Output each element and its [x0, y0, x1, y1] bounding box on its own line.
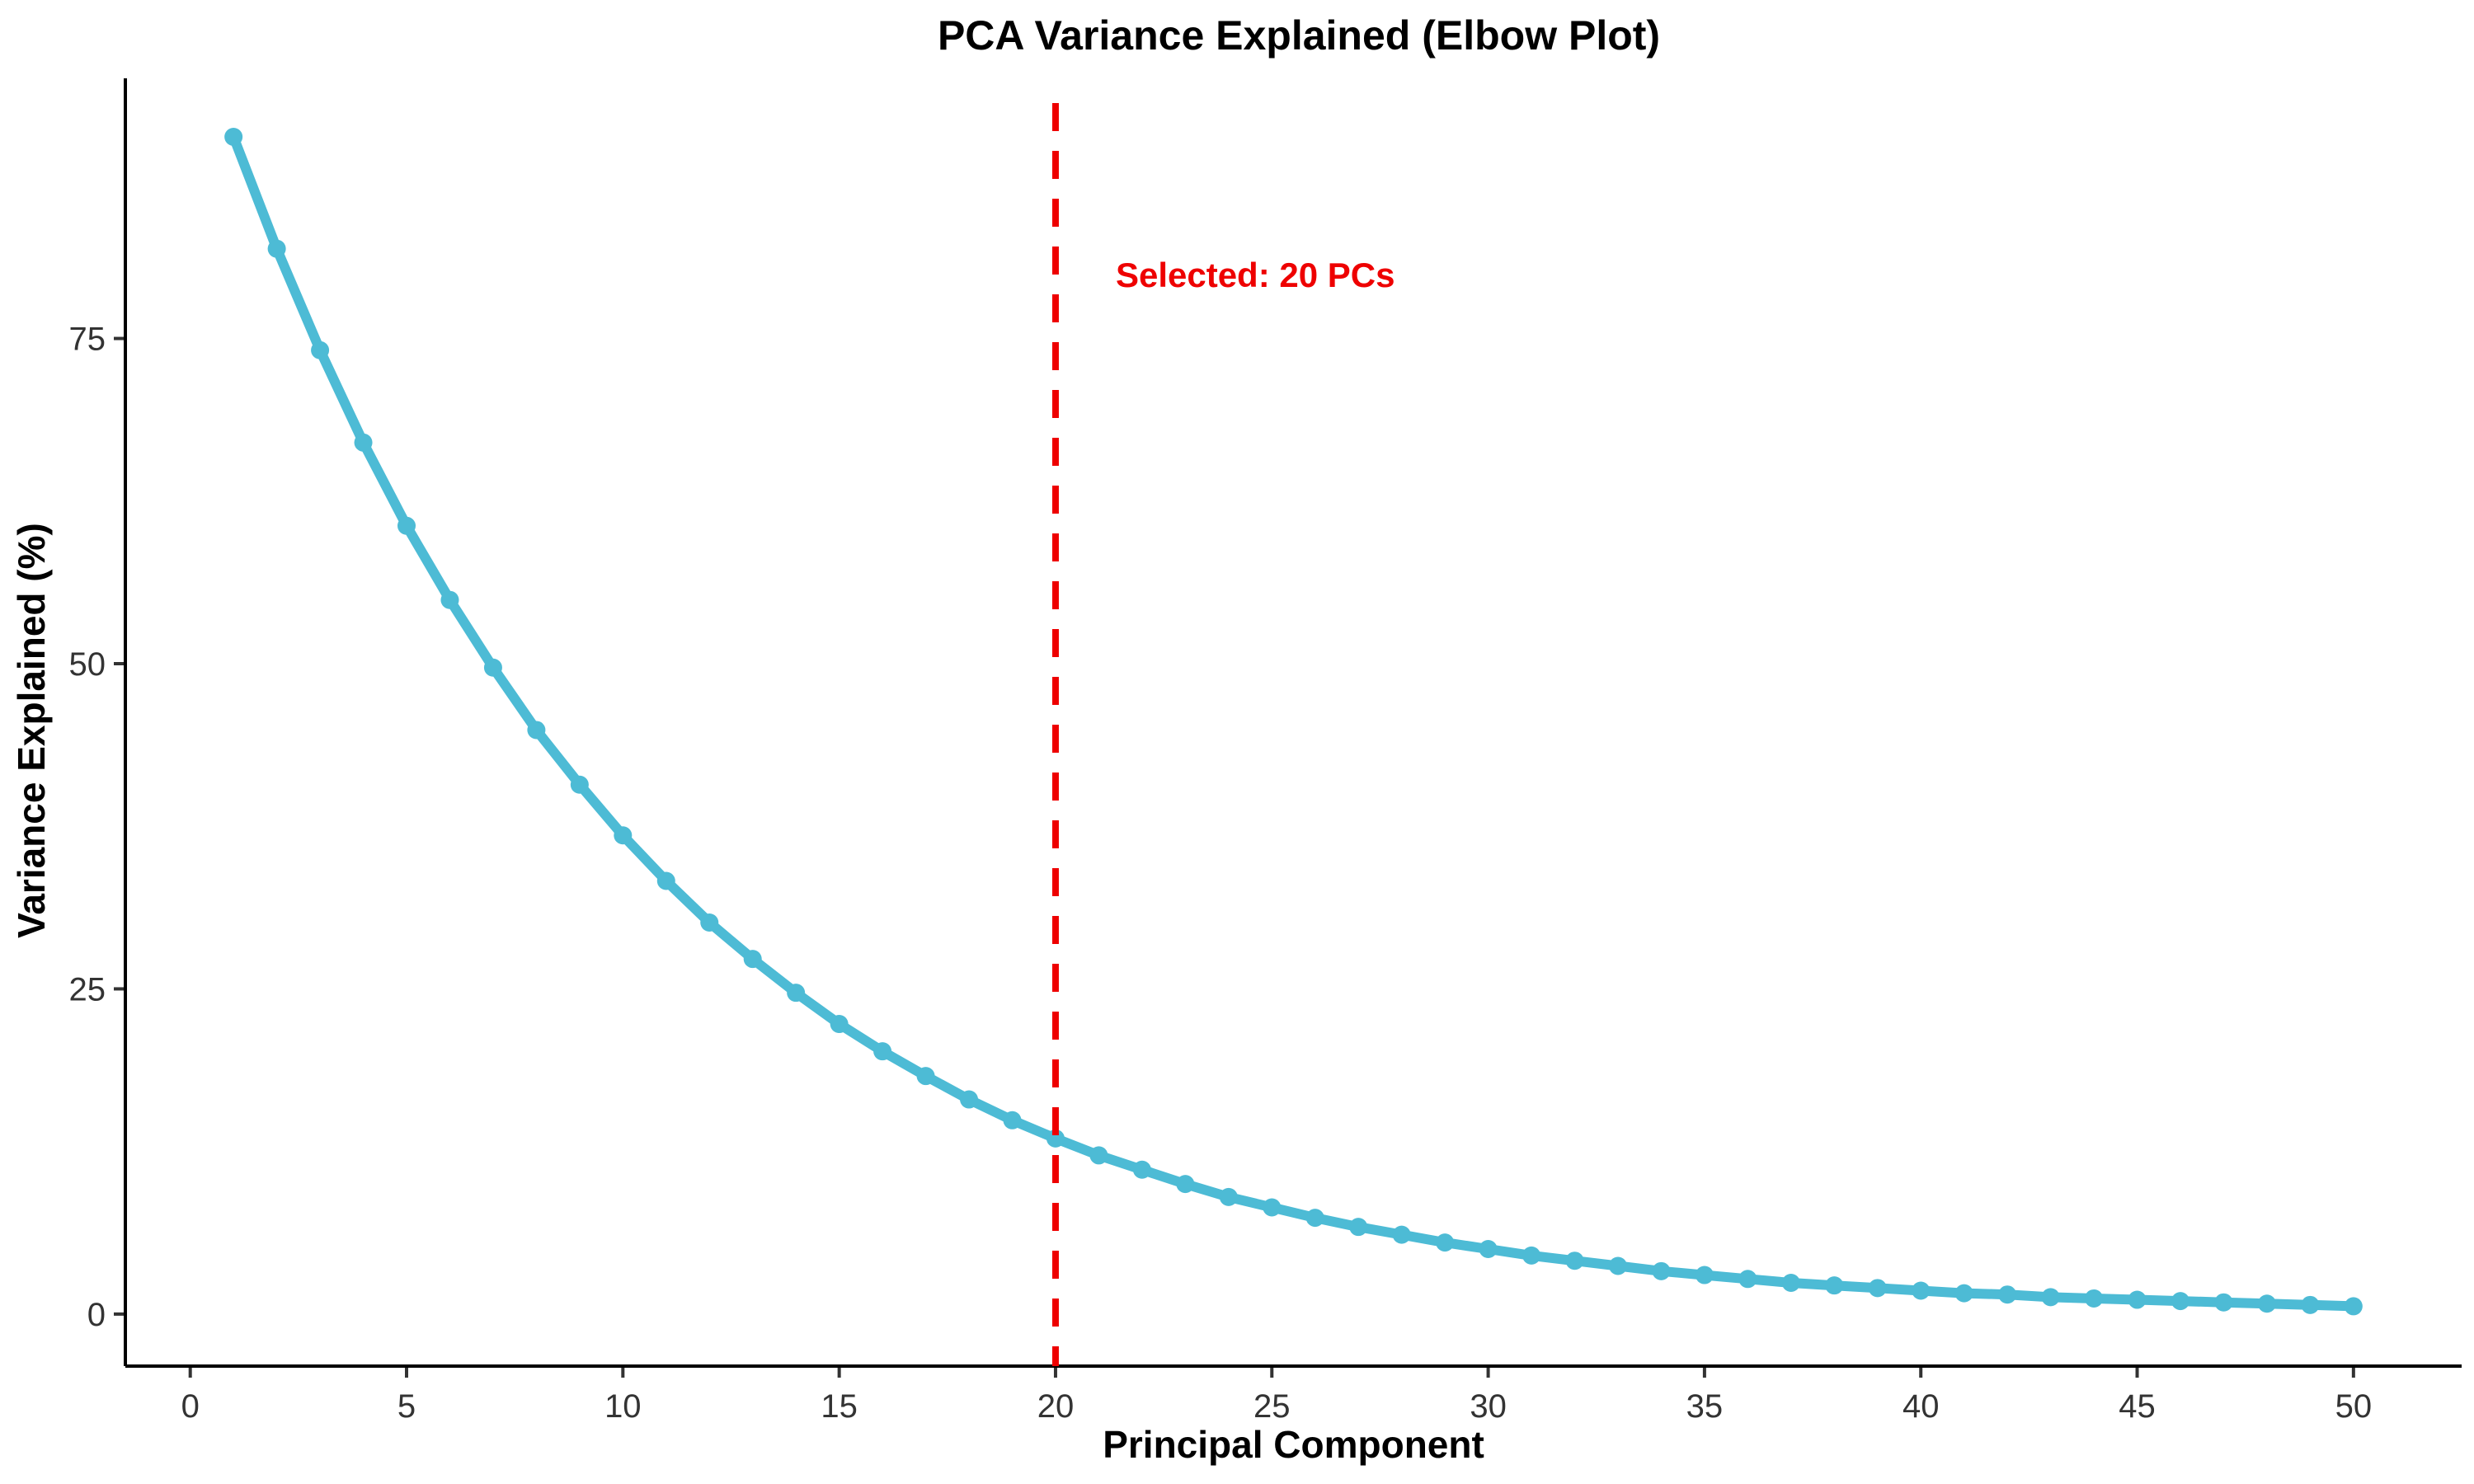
data-point-pc-42 — [1998, 1285, 2017, 1304]
data-point-pc-6 — [440, 590, 459, 609]
x-tick-label: 30 — [1470, 1388, 1507, 1425]
data-point-pc-29 — [1436, 1233, 1455, 1252]
x-tick-label: 5 — [397, 1388, 416, 1425]
data-point-pc-35 — [1695, 1266, 1714, 1284]
x-tick-label: 40 — [1903, 1388, 1940, 1425]
data-point-pc-50 — [2344, 1297, 2363, 1316]
y-axis-label: Variance Explained (%) — [10, 523, 53, 938]
data-point-pc-23 — [1176, 1175, 1195, 1194]
data-point-pc-43 — [2041, 1288, 2060, 1307]
variance-points — [224, 128, 2363, 1316]
y-tick-label: 0 — [87, 1297, 106, 1333]
data-point-pc-48 — [2257, 1294, 2276, 1313]
data-point-pc-14 — [787, 984, 806, 1003]
data-point-pc-28 — [1392, 1225, 1411, 1244]
data-point-pc-16 — [873, 1042, 892, 1061]
data-point-pc-12 — [700, 913, 719, 932]
x-tick-label: 15 — [821, 1388, 858, 1425]
data-point-pc-46 — [2171, 1292, 2189, 1311]
data-point-pc-11 — [656, 871, 675, 890]
x-tick-label: 10 — [604, 1388, 642, 1425]
data-point-pc-20 — [1046, 1129, 1065, 1148]
data-point-pc-24 — [1219, 1187, 1238, 1206]
data-point-pc-10 — [614, 826, 633, 845]
x-tick-label: 0 — [181, 1388, 200, 1425]
data-point-pc-44 — [2085, 1289, 2104, 1308]
data-point-pc-25 — [1263, 1198, 1282, 1217]
data-point-pc-22 — [1132, 1160, 1151, 1179]
x-tick-label: 35 — [1686, 1388, 1724, 1425]
x-tick-label: 50 — [2335, 1388, 2373, 1425]
y-tick-label: 50 — [69, 646, 106, 683]
data-point-pc-4 — [354, 433, 373, 452]
data-point-pc-2 — [267, 239, 286, 258]
y-tick-label: 75 — [69, 322, 106, 358]
y-axis-ticks: 0 25 50 75 — [69, 322, 125, 1333]
data-point-pc-40 — [1912, 1281, 1931, 1300]
data-point-pc-33 — [1608, 1256, 1627, 1275]
data-point-pc-37 — [1781, 1274, 1800, 1293]
data-point-pc-39 — [1868, 1279, 1887, 1298]
data-point-pc-1 — [224, 128, 243, 146]
selected-pc-annotation: Selected: 20 PCs — [1116, 256, 1395, 294]
data-point-pc-19 — [1003, 1111, 1022, 1129]
data-point-pc-45 — [2128, 1290, 2147, 1309]
x-tick-label: 45 — [2119, 1388, 2156, 1425]
data-point-pc-27 — [1349, 1218, 1368, 1237]
data-point-pc-7 — [483, 658, 502, 677]
y-tick-label: 25 — [69, 971, 106, 1007]
data-point-pc-5 — [397, 516, 416, 535]
data-point-pc-18 — [960, 1090, 979, 1109]
data-point-pc-21 — [1089, 1146, 1108, 1165]
data-point-pc-30 — [1479, 1240, 1498, 1258]
x-tick-label: 20 — [1037, 1388, 1075, 1425]
data-point-pc-38 — [1825, 1276, 1844, 1295]
data-point-pc-15 — [830, 1015, 849, 1034]
data-point-pc-31 — [1522, 1246, 1541, 1265]
data-point-pc-49 — [2301, 1295, 2320, 1314]
data-point-pc-47 — [2214, 1293, 2233, 1312]
data-point-pc-41 — [1954, 1284, 1973, 1303]
data-point-pc-36 — [1738, 1270, 1757, 1289]
data-point-pc-3 — [311, 340, 330, 359]
x-axis-label: Principal Component — [1103, 1423, 1484, 1466]
x-tick-label: 25 — [1253, 1388, 1291, 1425]
data-point-pc-8 — [527, 721, 546, 740]
variance-line — [228, 132, 2359, 1312]
chart-title: PCA Variance Explained (Elbow Plot) — [938, 12, 1660, 59]
data-point-pc-32 — [1565, 1252, 1584, 1270]
data-point-pc-26 — [1305, 1209, 1324, 1228]
data-point-pc-13 — [743, 950, 762, 969]
data-point-pc-34 — [1652, 1261, 1671, 1280]
data-point-pc-9 — [570, 775, 589, 794]
x-axis-ticks: 0 5 10 15 20 25 30 35 40 45 50 — [181, 1366, 2373, 1425]
data-point-pc-17 — [916, 1067, 935, 1086]
